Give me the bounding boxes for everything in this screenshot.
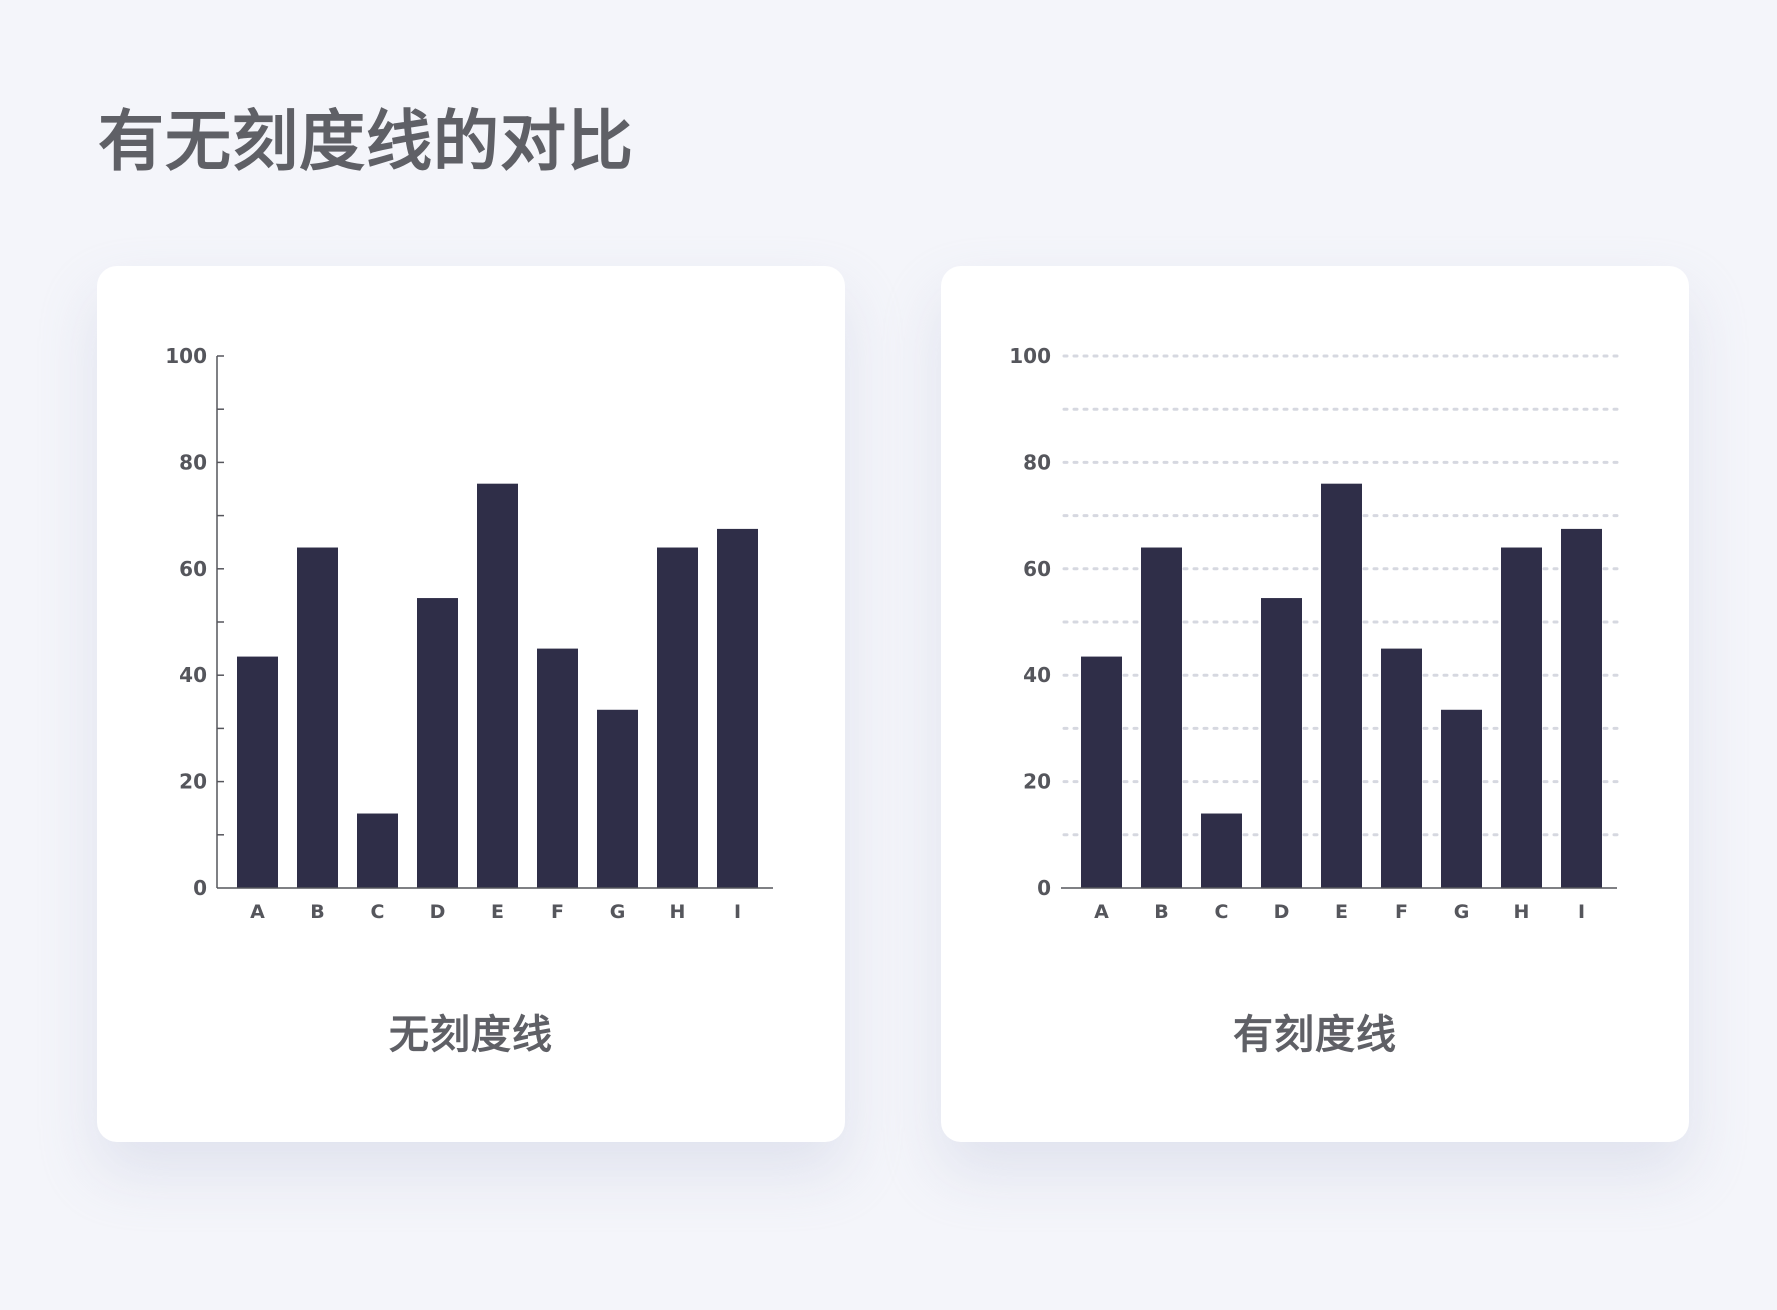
bar-G bbox=[1441, 709, 1482, 888]
y-tick-label-60: 60 bbox=[179, 557, 207, 581]
bar-H bbox=[1501, 547, 1542, 888]
page-title: 有无刻度线的对比 bbox=[98, 103, 634, 180]
bar-C bbox=[1201, 813, 1242, 888]
bar-chart-with-gridlines: 0 20 40 60 80 100 A B C D E F G H I bbox=[1009, 344, 1619, 923]
bar-I bbox=[1561, 528, 1602, 888]
x-tick-label-A: A bbox=[1094, 901, 1109, 923]
x-tick-label-C: C bbox=[1215, 901, 1229, 923]
bar-D bbox=[417, 598, 458, 888]
bar-chart-no-gridlines: 0 20 40 60 80 100 A B C D E F G H I bbox=[165, 344, 773, 923]
y-tick-label-100: 100 bbox=[165, 344, 207, 368]
x-tick-label-H: H bbox=[1514, 901, 1530, 923]
y-tick-label-80: 80 bbox=[179, 450, 207, 474]
bar-F bbox=[537, 648, 578, 888]
bar-B bbox=[1141, 547, 1182, 888]
bar-B bbox=[297, 547, 338, 888]
bar-E bbox=[477, 483, 518, 888]
x-tick-label-F: F bbox=[551, 901, 564, 923]
bar-A bbox=[237, 656, 278, 888]
x-tick-label-I: I bbox=[734, 901, 741, 923]
x-tick-label-A: A bbox=[250, 901, 265, 923]
x-tick-label-D: D bbox=[1274, 901, 1290, 923]
bar-C bbox=[357, 813, 398, 888]
x-tick-label-G: G bbox=[610, 901, 626, 923]
x-tick-label-E: E bbox=[491, 901, 504, 923]
y-tick-label-0: 0 bbox=[1037, 876, 1051, 900]
chart-card-with-gridlines: 0 20 40 60 80 100 A B C D E F G H I 有刻度线 bbox=[941, 266, 1689, 1142]
chart-caption-with-gridlines: 有刻度线 bbox=[1233, 1012, 1397, 1058]
bar-F bbox=[1381, 648, 1422, 888]
x-tick-label-B: B bbox=[310, 901, 324, 923]
y-tick-label-80: 80 bbox=[1023, 450, 1051, 474]
y-tick-label-40: 40 bbox=[1023, 663, 1051, 687]
x-tick-label-B: B bbox=[1154, 901, 1168, 923]
x-tick-label-G: G bbox=[1454, 901, 1470, 923]
x-tick-label-I: I bbox=[1578, 901, 1585, 923]
y-tick-label-20: 20 bbox=[179, 770, 207, 794]
bar-E bbox=[1321, 483, 1362, 888]
bar-H bbox=[657, 547, 698, 888]
bar-A bbox=[1081, 656, 1122, 888]
y-tick-label-60: 60 bbox=[1023, 557, 1051, 581]
y-tick-label-20: 20 bbox=[1023, 770, 1051, 794]
chart-card-no-gridlines: 0 20 40 60 80 100 A B C D E F G H I 无刻度线 bbox=[97, 266, 845, 1142]
x-tick-label-E: E bbox=[1335, 901, 1348, 923]
x-tick-label-H: H bbox=[670, 901, 686, 923]
bar-D bbox=[1261, 598, 1302, 888]
x-tick-label-D: D bbox=[430, 901, 446, 923]
chart-caption-no-gridlines: 无刻度线 bbox=[389, 1012, 553, 1058]
y-tick-label-100: 100 bbox=[1009, 344, 1051, 368]
y-tick-label-0: 0 bbox=[193, 876, 207, 900]
x-tick-label-C: C bbox=[371, 901, 385, 923]
x-tick-label-F: F bbox=[1395, 901, 1408, 923]
bar-I bbox=[717, 528, 758, 888]
bar-G bbox=[597, 709, 638, 888]
y-tick-label-40: 40 bbox=[179, 663, 207, 687]
